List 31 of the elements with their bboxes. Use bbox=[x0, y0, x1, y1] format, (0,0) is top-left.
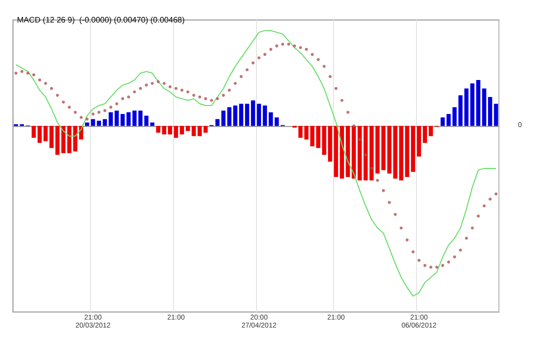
bar bbox=[44, 126, 48, 142]
bar bbox=[256, 104, 262, 126]
bar bbox=[328, 126, 332, 162]
bar bbox=[464, 88, 468, 126]
bar bbox=[375, 126, 380, 174]
bar bbox=[422, 126, 427, 143]
bar bbox=[452, 107, 457, 126]
bar bbox=[370, 126, 374, 180]
bar bbox=[334, 126, 338, 177]
bar bbox=[215, 119, 220, 126]
bar bbox=[90, 119, 96, 126]
bar bbox=[494, 104, 498, 126]
bar bbox=[340, 126, 344, 179]
bar bbox=[410, 126, 416, 172]
bar bbox=[126, 112, 131, 126]
bar bbox=[381, 126, 386, 170]
bar bbox=[174, 126, 178, 138]
bar bbox=[416, 126, 422, 157]
bar bbox=[250, 100, 256, 126]
bar bbox=[221, 110, 226, 126]
bar bbox=[138, 110, 142, 126]
bar bbox=[298, 126, 303, 138]
bar bbox=[132, 110, 137, 126]
bar bbox=[180, 126, 184, 134]
bar bbox=[85, 122, 90, 126]
bar bbox=[458, 95, 463, 126]
bar bbox=[168, 126, 172, 134]
bar bbox=[96, 120, 102, 126]
chart-title: MACD (12 26 9) (-0.0000) (0.00470) (0.00468) bbox=[17, 16, 185, 24]
bar bbox=[55, 126, 60, 155]
bar bbox=[49, 126, 54, 148]
